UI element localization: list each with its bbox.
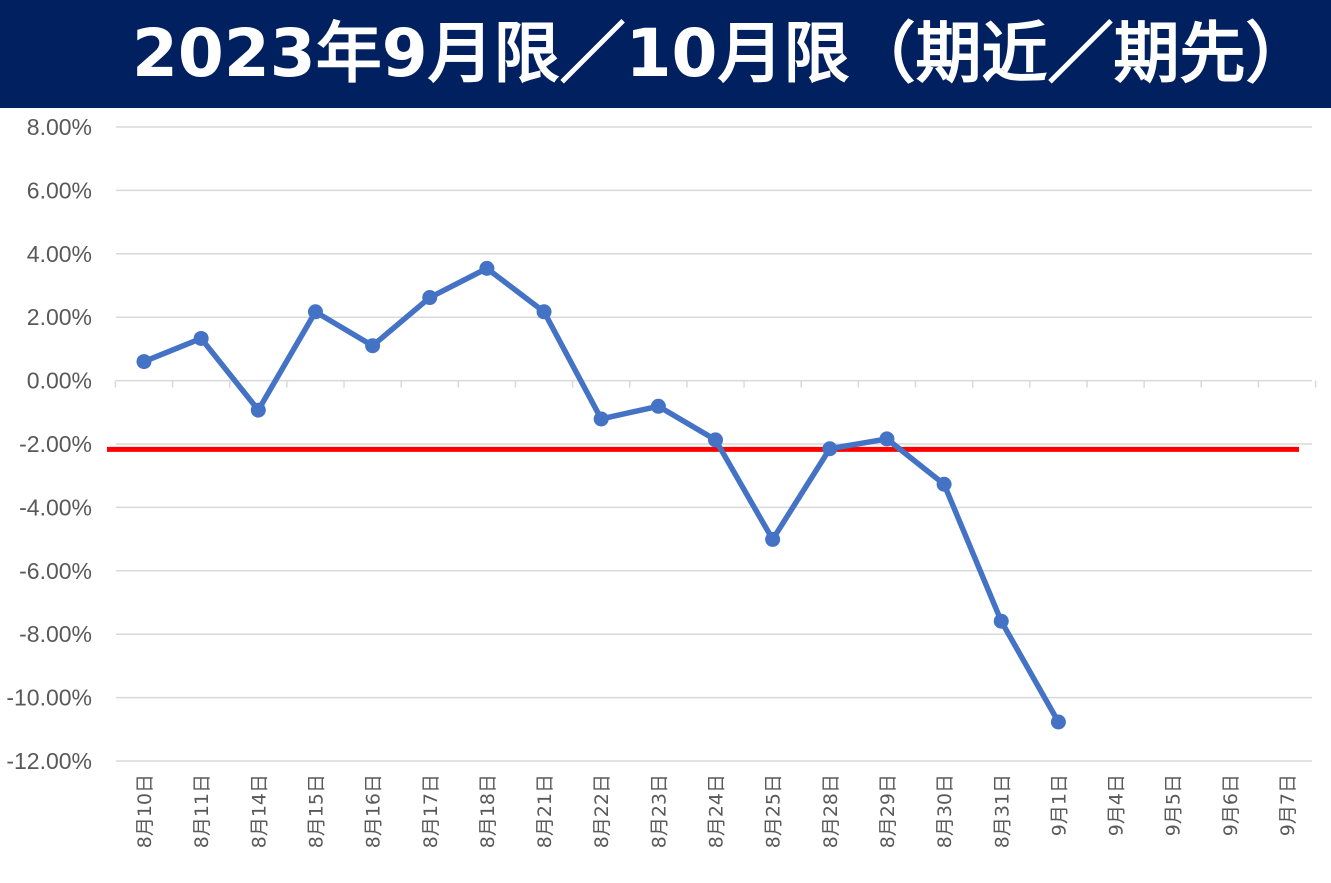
x-tick-label: 8月23日 <box>648 774 670 848</box>
data-point <box>479 260 495 276</box>
title-banner: 2023年9月限／10月限（期近／期先） <box>0 0 1331 108</box>
data-point <box>422 290 438 306</box>
x-tick-label: 8月21日 <box>534 774 556 848</box>
x-tick-label: 8月30日 <box>934 774 956 848</box>
data-point <box>536 304 552 320</box>
data-point <box>936 476 952 492</box>
y-tick-label: 4.00% <box>27 241 92 267</box>
y-tick-label: -2.00% <box>19 431 92 457</box>
data-point <box>136 354 152 370</box>
y-axis-ticks: 8.00% 6.00% 4.00% 2.00% 0.00% -2.00% -4.00% -6.… <box>6 114 92 774</box>
x-tick-label: 9月7日 <box>1277 774 1299 836</box>
x-tick-label: 8月11日 <box>191 774 213 848</box>
data-point <box>765 531 781 547</box>
y-tick-label: 8.00% <box>27 114 92 140</box>
data-point <box>250 402 266 418</box>
x-axis-ticks: 8月10日 8月11日 8月14日 8月15日 8月16日 8月17日 8月18日 8月21日… <box>134 774 1299 848</box>
x-tick-label: 8月22日 <box>591 774 613 848</box>
x-tick-label: 8月10日 <box>134 774 156 848</box>
y-tick-label: 0.00% <box>27 368 92 394</box>
y-tick-label: 2.00% <box>27 304 92 330</box>
y-tick-label: -4.00% <box>19 494 92 520</box>
x-tick-label: 8月14日 <box>248 774 270 848</box>
data-point <box>708 432 723 448</box>
series-layer <box>136 260 1066 730</box>
x-tick-label: 9月6日 <box>1220 774 1242 836</box>
data-point <box>993 613 1009 629</box>
chart-title: 2023年9月限／10月限（期近／期先） <box>132 15 1312 92</box>
x-tick-label: 8月16日 <box>363 774 385 848</box>
x-tick-label: 8月18日 <box>477 774 499 848</box>
gridlines <box>114 126 1317 762</box>
data-point <box>193 330 209 346</box>
data-point <box>365 338 381 354</box>
x-tick-label: 9月1日 <box>1048 774 1070 836</box>
data-point <box>307 304 323 320</box>
data-point <box>879 431 895 447</box>
x-tick-label: 8月29日 <box>877 774 899 848</box>
x-tick-label: 8月17日 <box>420 774 442 848</box>
data-point <box>650 398 666 414</box>
y-tick-label: -6.00% <box>19 558 92 584</box>
x-tick-label: 8月15日 <box>305 774 327 848</box>
y-tick-label: -10.00% <box>6 685 92 711</box>
data-point <box>593 411 609 427</box>
x-tick-label: 8月24日 <box>706 774 728 848</box>
x-tick-label: 9月5日 <box>1163 774 1185 836</box>
y-tick-label: 6.00% <box>27 177 92 203</box>
y-tick-label: -8.00% <box>19 621 92 647</box>
y-tick-label: -12.00% <box>6 748 92 774</box>
x-tick-label: 8月25日 <box>763 774 785 848</box>
data-point <box>1050 714 1066 730</box>
data-point <box>822 441 838 457</box>
x-tick-label: 9月4日 <box>1106 774 1128 836</box>
x-tick-label: 8月28日 <box>820 774 842 848</box>
series-line <box>141 265 1062 725</box>
x-tick-label: 8月31日 <box>991 774 1013 848</box>
